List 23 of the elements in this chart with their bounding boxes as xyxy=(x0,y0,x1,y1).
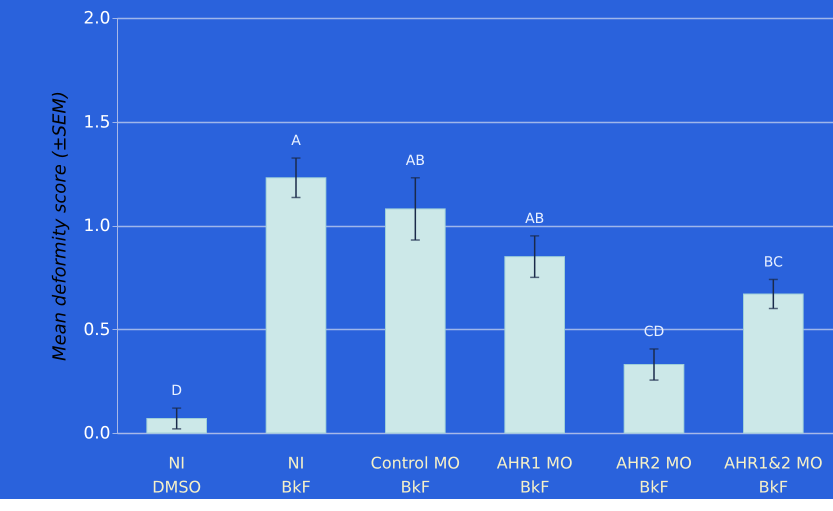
annotation: AB xyxy=(525,210,544,227)
x-tick-label: NI DMSO xyxy=(152,454,202,496)
bar xyxy=(624,364,684,434)
bar xyxy=(385,208,446,434)
y-axis-title: Mean deformity score (±SEM) xyxy=(49,91,70,361)
x-tick-label: Control MO BkF xyxy=(370,454,460,496)
bar xyxy=(743,293,804,434)
annotation: D xyxy=(171,383,182,400)
y-tick-label: 1.5 xyxy=(83,112,110,132)
bar xyxy=(504,256,565,434)
x-tick-label: AHR1 MO BkF xyxy=(496,454,573,496)
annotation: A xyxy=(291,133,302,150)
bar xyxy=(266,177,326,434)
y-tick-label: 0.0 xyxy=(83,424,110,444)
x-tick-label: AHR2 MO BkF xyxy=(616,454,692,496)
x-tick-label: NI BkF xyxy=(281,454,311,496)
annotation: AB xyxy=(406,152,425,169)
annotation: BC xyxy=(764,254,784,270)
y-tick-label: 1.0 xyxy=(83,216,110,236)
y-tick-label: 0.5 xyxy=(83,320,110,340)
x-tick-label: AHR1&2 MO BkF xyxy=(724,454,823,496)
y-tick-label: 2.0 xyxy=(83,8,110,28)
bar xyxy=(146,418,207,434)
